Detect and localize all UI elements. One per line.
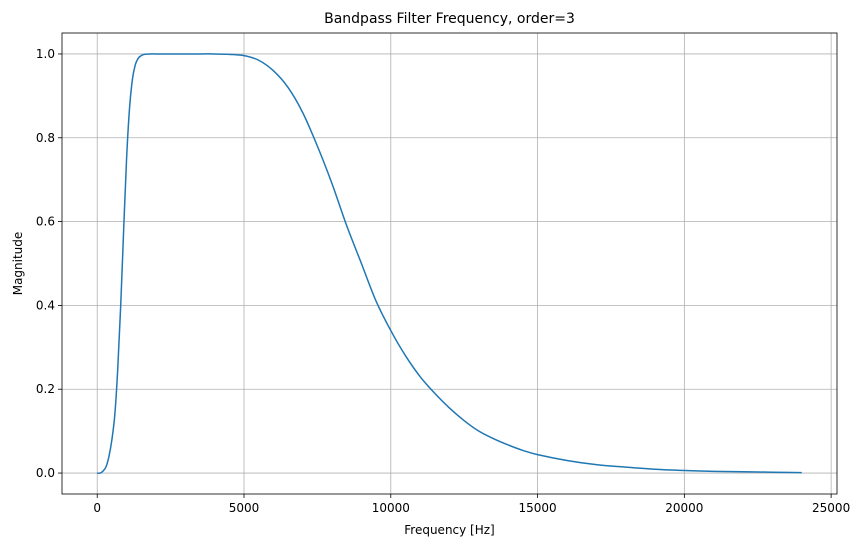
y-tick-label: 0.2: [36, 382, 55, 396]
y-tick-label: 1.0: [36, 47, 55, 61]
y-axis-label: Magnitude: [11, 232, 25, 296]
x-tick-label: 10000: [372, 501, 410, 515]
y-tick-label: 0.0: [36, 466, 55, 480]
x-tick-label: 5000: [229, 501, 260, 515]
tick-marks: [58, 53, 832, 498]
x-tick-label: 15000: [518, 501, 556, 515]
x-tick-label: 20000: [665, 501, 703, 515]
plot-frame: [61, 32, 838, 495]
x-tick-label: 25000: [812, 501, 850, 515]
x-tick-label: 0: [93, 501, 101, 515]
y-tick-label: 0.6: [36, 215, 55, 229]
y-tick-label: 0.8: [36, 131, 55, 145]
x-axis-label: Frequency [Hz]: [404, 523, 495, 537]
chart-title: Bandpass Filter Frequency, order=3: [324, 11, 575, 27]
y-tick-label: 0.4: [36, 298, 55, 312]
series-line: [97, 53, 802, 474]
grid-lines: [62, 33, 837, 494]
